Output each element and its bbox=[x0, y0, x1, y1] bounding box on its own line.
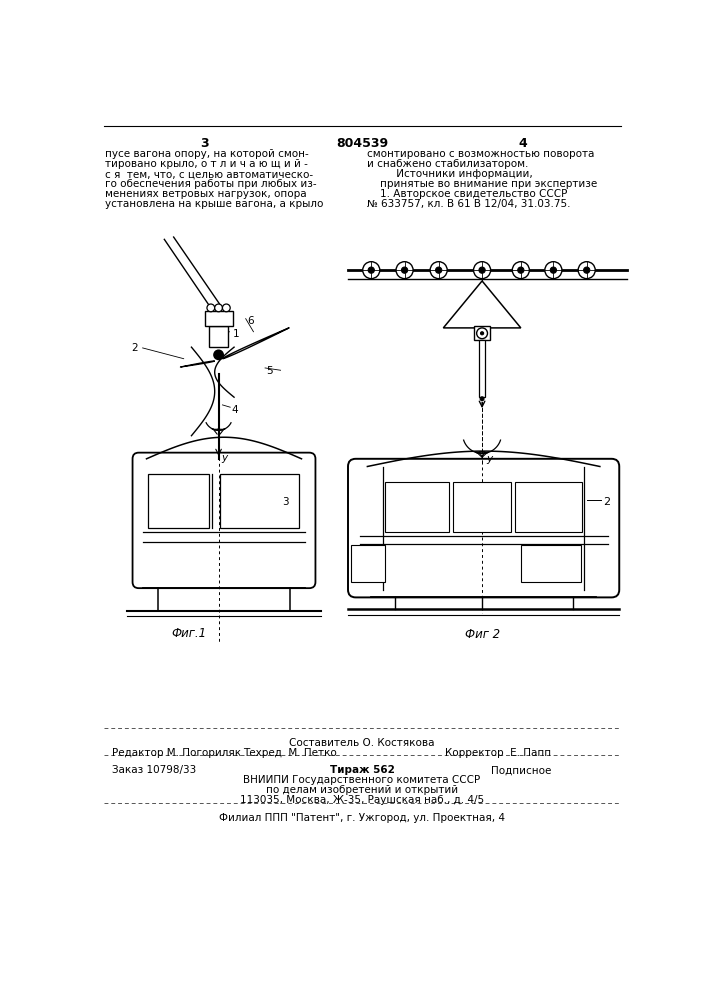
Text: ВНИИПИ Государственного комитета СССР: ВНИИПИ Государственного комитета СССР bbox=[243, 775, 481, 785]
Text: менениях ветровых нагрузок, опора: менениях ветровых нагрузок, опора bbox=[105, 189, 307, 199]
Text: 804539: 804539 bbox=[336, 137, 388, 150]
Text: y: y bbox=[486, 454, 492, 464]
Circle shape bbox=[481, 332, 484, 335]
Text: Фиг 2: Фиг 2 bbox=[464, 628, 500, 641]
Text: Фиг.1: Фиг.1 bbox=[172, 627, 206, 640]
Circle shape bbox=[368, 267, 374, 273]
Circle shape bbox=[214, 350, 223, 359]
Circle shape bbox=[480, 397, 484, 401]
Bar bbox=[209, 326, 228, 347]
Text: Подписное: Подписное bbox=[491, 765, 551, 775]
Text: 113035, Москва, Ж-35, Раушская наб., д. 4/5: 113035, Москва, Ж-35, Раушская наб., д. … bbox=[240, 795, 484, 805]
Text: 2: 2 bbox=[603, 497, 610, 507]
Text: Составитель О. Костякова: Составитель О. Костякова bbox=[289, 738, 435, 748]
Text: го обеспечения работы при любых из-: го обеспечения работы при любых из- bbox=[105, 179, 317, 189]
Text: и снабжено стабилизатором.: и снабжено стабилизатором. bbox=[368, 159, 529, 169]
Polygon shape bbox=[443, 281, 521, 328]
Text: 2: 2 bbox=[131, 343, 138, 353]
Bar bbox=[521, 545, 580, 582]
Text: Тираж 562: Тираж 562 bbox=[329, 765, 395, 775]
Circle shape bbox=[474, 262, 491, 279]
Bar bbox=[453, 482, 510, 532]
Text: 1: 1 bbox=[233, 329, 239, 339]
Text: 4: 4 bbox=[232, 405, 238, 415]
Text: Корректор  Е. Папп: Корректор Е. Папп bbox=[445, 748, 551, 758]
Text: Техред  М. Петко: Техред М. Петко bbox=[243, 748, 337, 758]
Text: установлена на крыше вагона, а крыло: установлена на крыше вагона, а крыло bbox=[105, 199, 324, 209]
Circle shape bbox=[207, 304, 215, 312]
Text: Источники информации,: Источники информации, bbox=[368, 169, 533, 179]
Text: № 633757, кл. В 61 В 12/04, 31.03.75.: № 633757, кл. В 61 В 12/04, 31.03.75. bbox=[368, 199, 571, 209]
Circle shape bbox=[583, 267, 590, 273]
Text: Филиал ППП "Патент", г. Ужгород, ул. Проектная, 4: Филиал ППП "Патент", г. Ужгород, ул. Про… bbox=[219, 813, 505, 823]
Text: 4: 4 bbox=[518, 137, 527, 150]
Text: смонтировано с возможностью поворота: смонтировано с возможностью поворота bbox=[368, 149, 595, 159]
Circle shape bbox=[223, 304, 230, 312]
Text: 6: 6 bbox=[247, 316, 254, 326]
Circle shape bbox=[363, 262, 380, 279]
Bar bbox=[515, 482, 582, 532]
Text: Заказ 10798/33: Заказ 10798/33 bbox=[112, 765, 196, 775]
Text: по делам изобретений и открытий: по делам изобретений и открытий bbox=[266, 785, 458, 795]
Circle shape bbox=[436, 267, 442, 273]
Bar bbox=[148, 474, 209, 528]
Text: Редактор М. Погориляк: Редактор М. Погориляк bbox=[112, 748, 241, 758]
Bar bbox=[385, 482, 449, 532]
Circle shape bbox=[215, 304, 223, 312]
Circle shape bbox=[578, 262, 595, 279]
Text: 5: 5 bbox=[267, 366, 273, 376]
Text: принятые во внимание при экспертизе: принятые во внимание при экспертизе bbox=[368, 179, 597, 189]
Bar bbox=[220, 474, 299, 528]
Circle shape bbox=[518, 267, 524, 273]
Bar bbox=[474, 326, 490, 340]
Polygon shape bbox=[223, 328, 289, 359]
Bar bbox=[479, 340, 485, 397]
FancyBboxPatch shape bbox=[132, 453, 315, 588]
Circle shape bbox=[396, 262, 413, 279]
Circle shape bbox=[430, 262, 448, 279]
Circle shape bbox=[402, 267, 408, 273]
Text: с я  тем, что, с целью автоматическо-: с я тем, что, с целью автоматическо- bbox=[105, 169, 313, 179]
Polygon shape bbox=[180, 361, 215, 367]
Bar bbox=[351, 545, 385, 582]
Circle shape bbox=[550, 267, 556, 273]
Circle shape bbox=[479, 267, 485, 273]
Circle shape bbox=[513, 262, 530, 279]
Text: пусе вагона опору, на которой смон-: пусе вагона опору, на которой смон- bbox=[105, 149, 309, 159]
Circle shape bbox=[477, 328, 488, 339]
FancyBboxPatch shape bbox=[348, 459, 619, 597]
Bar bbox=[204, 311, 233, 326]
Text: тировано крыло, о т л и ч а ю щ и й -: тировано крыло, о т л и ч а ю щ и й - bbox=[105, 159, 308, 169]
Text: 3: 3 bbox=[200, 137, 209, 150]
Text: 1. Авторское свидетельство СССР: 1. Авторское свидетельство СССР bbox=[368, 189, 568, 199]
Text: 3: 3 bbox=[282, 497, 288, 507]
Circle shape bbox=[545, 262, 562, 279]
Text: y: y bbox=[222, 453, 228, 463]
